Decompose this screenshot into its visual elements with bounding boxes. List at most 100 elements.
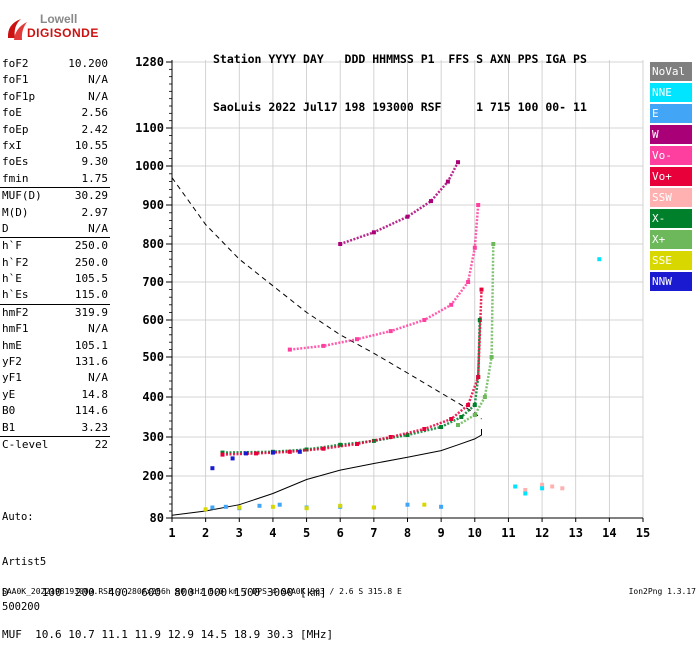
param-value: 10.200 xyxy=(68,57,108,70)
true-height-profile xyxy=(171,429,482,516)
x-tick-label: 14 xyxy=(602,526,616,540)
param-row: MUF(D) 30.29 xyxy=(0,188,110,204)
data-point xyxy=(338,242,343,246)
param-value: 115.0 xyxy=(74,288,108,302)
y-tick-label: 600 xyxy=(142,313,164,327)
data-point xyxy=(244,451,248,456)
data-point xyxy=(355,442,359,446)
legend-entry: Vo- xyxy=(650,146,692,165)
legend-entry: NNW xyxy=(650,272,692,291)
data-point xyxy=(476,375,481,379)
param-value: 131.6 xyxy=(74,355,108,369)
height-profile-lines xyxy=(171,177,482,516)
data-point xyxy=(466,280,471,284)
legend-entry: X- xyxy=(650,209,692,228)
y-tick-label: 800 xyxy=(142,237,164,251)
param-value: 22 xyxy=(94,437,108,451)
data-point xyxy=(540,482,545,487)
x-tick-label: 6 xyxy=(337,526,344,540)
data-point xyxy=(472,403,477,407)
param-row: foF1p N/A xyxy=(0,89,110,105)
y-tick-label: 200 xyxy=(142,469,164,483)
x-tick-label: 2 xyxy=(202,526,209,540)
legend-entry: SSE xyxy=(650,251,692,270)
data-point xyxy=(422,502,427,507)
data-point xyxy=(254,451,259,456)
data-point xyxy=(321,343,326,348)
data-point xyxy=(479,287,484,292)
data-point xyxy=(220,452,225,457)
data-point xyxy=(287,449,292,454)
x-tick-label: 3 xyxy=(236,526,243,540)
param-value: 2.42 xyxy=(81,122,109,136)
param-row: yF2 131.6 xyxy=(0,354,110,370)
data-point xyxy=(439,425,444,429)
param-separator xyxy=(0,237,110,239)
auto-program: Artist5 xyxy=(2,556,47,568)
param-label: hmF2 xyxy=(2,305,29,319)
series-x- xyxy=(456,242,496,427)
data-point xyxy=(482,395,487,399)
param-value: N/A xyxy=(88,322,108,336)
data-point xyxy=(405,502,410,507)
data-point xyxy=(277,502,282,507)
param-label: MUF(D) xyxy=(2,189,42,203)
data-point xyxy=(338,503,343,508)
file-info: SAA0K_2022198193000.RSF / 280fx256h 50 k… xyxy=(2,587,402,596)
param-label: yF1 xyxy=(2,371,22,385)
param-value: N/A xyxy=(88,371,108,385)
logo-digisonde: DIGISONDE xyxy=(27,26,99,40)
data-point xyxy=(371,230,376,235)
param-label: C-level xyxy=(2,437,49,451)
param-row: yE 14.8 xyxy=(0,387,110,403)
param-row: foEs 9.30 xyxy=(0,154,110,170)
x-tick-label: 11 xyxy=(501,526,515,540)
data-point xyxy=(257,503,262,508)
muf-distance-table: D 100 200 400 600 800 1000 1500 3000 [km… xyxy=(2,558,333,656)
data-point xyxy=(203,507,208,512)
param-value: N/A xyxy=(88,73,108,87)
param-row: h`E 105.5 xyxy=(0,271,110,287)
param-row: C-level 22 xyxy=(0,437,110,453)
distance-row: D 100 200 400 600 800 1000 1500 3000 [km… xyxy=(2,586,327,599)
param-value: 319.9 xyxy=(74,305,108,319)
plasma-frequency-profile xyxy=(171,177,482,420)
param-label: yF2 xyxy=(2,355,22,369)
x-tick-label: 7 xyxy=(370,526,377,540)
param-label: fxI xyxy=(2,138,22,152)
x-tick-label: 1 xyxy=(168,526,175,540)
legend-entry: NoVal xyxy=(650,62,692,81)
chart-axes: 1 2 3 4 5 6 7 8 9 10 11 12 13 14 158020030040050060070… xyxy=(135,55,650,540)
param-label: foEs xyxy=(2,155,29,169)
data-point xyxy=(489,355,494,359)
data-point xyxy=(304,506,309,511)
param-label: foE xyxy=(2,106,22,120)
y-tick-label: 400 xyxy=(142,390,164,404)
data-point xyxy=(523,491,528,496)
param-row: foEp 2.42 xyxy=(0,122,110,138)
param-separator xyxy=(0,187,110,189)
x-tick-label: 8 xyxy=(404,526,411,540)
data-point xyxy=(439,504,444,509)
param-value: 30.29 xyxy=(74,189,108,203)
header-line-2: SaoLuis 2022 Jul17 198 193000 RSF 1 715 … xyxy=(213,100,587,114)
param-value: N/A xyxy=(88,89,108,103)
y-tick-label: 500 xyxy=(142,350,164,364)
legend-entry: X+ xyxy=(650,230,692,249)
series-vo- xyxy=(287,203,481,352)
data-point xyxy=(422,427,427,431)
param-value: 105.5 xyxy=(74,272,108,286)
data-point xyxy=(287,347,292,352)
scaled-parameters-panel: foF2 10.200 foF1 N/A foF1p N/A foE 2.56 foEp 2.42… xyxy=(0,56,110,453)
series-nnw xyxy=(210,449,302,471)
ionogram-chart: 1 2 3 4 5 6 7 8 9 10 11 12 13 14 158020030040050060070… xyxy=(135,55,650,540)
param-label: h`F2 xyxy=(2,255,29,269)
y-tick-label: 80 xyxy=(150,511,164,525)
data-point xyxy=(210,505,215,510)
data-point xyxy=(270,450,275,455)
y-tick-label: 300 xyxy=(142,430,164,444)
param-label: h`E xyxy=(2,272,22,286)
series-trace xyxy=(339,161,460,246)
param-label: D xyxy=(2,221,9,235)
param-row: foF1 N/A xyxy=(0,72,110,88)
